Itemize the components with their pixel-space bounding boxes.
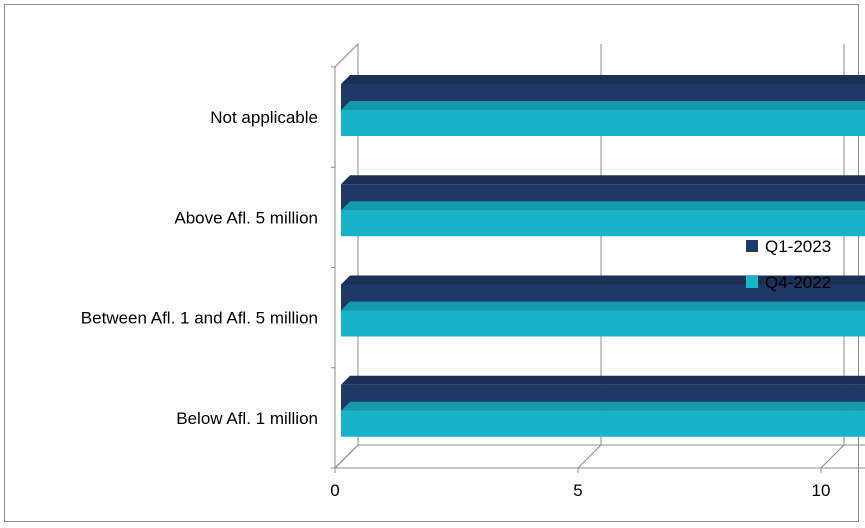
x-tick-label: 5 [573, 481, 582, 500]
legend-swatch [746, 276, 758, 288]
legend-label: Q4-2022 [765, 273, 831, 292]
legend-swatch [746, 240, 758, 252]
category-label: Between Afl. 1 and Afl. 5 million [81, 309, 318, 328]
legend-entry-q1-2023: Q1-2023 [746, 237, 831, 256]
bar-top-face [341, 75, 865, 84]
bar-front-face [341, 410, 865, 437]
bar-top-face [341, 401, 865, 411]
axes [331, 66, 822, 473]
x-tick-label: 10 [812, 481, 831, 500]
floor [334, 444, 865, 469]
bar-top-face [341, 101, 865, 110]
category-label: Not applicable [210, 108, 318, 127]
legend: Q1-2023 Q4-2022 [746, 237, 831, 292]
bar-q4-2022-below-afl-1-million [341, 401, 865, 437]
bar-top-face [341, 275, 865, 285]
labels: Not applicable Above Afl. 5 million Betwee… [81, 108, 831, 500]
bars [341, 75, 865, 437]
bar-front-face [341, 210, 865, 237]
bar-top-face [341, 201, 865, 211]
bar-front-face [341, 110, 865, 136]
category-label: Above Afl. 5 million [174, 208, 318, 227]
bar-top-face [341, 175, 865, 185]
x-tick-label: 0 [330, 481, 339, 500]
bar-q4-2022-between-afl-1-and-afl-5-million [341, 301, 865, 337]
legend-entry-q4-2022: Q4-2022 [746, 273, 831, 292]
category-label: Below Afl. 1 million [176, 409, 318, 428]
floor-gridline [577, 444, 602, 469]
floor-gridline [820, 444, 845, 469]
bar-top-face [341, 301, 865, 311]
bar-q4-2022-not-applicable [341, 101, 865, 136]
bar-front-face [341, 310, 865, 337]
floor-gridline [334, 444, 359, 469]
bar-q4-2022-above-afl-5-million [341, 201, 865, 237]
legend-label: Q1-2023 [765, 237, 831, 256]
bar-top-face [341, 375, 865, 385]
